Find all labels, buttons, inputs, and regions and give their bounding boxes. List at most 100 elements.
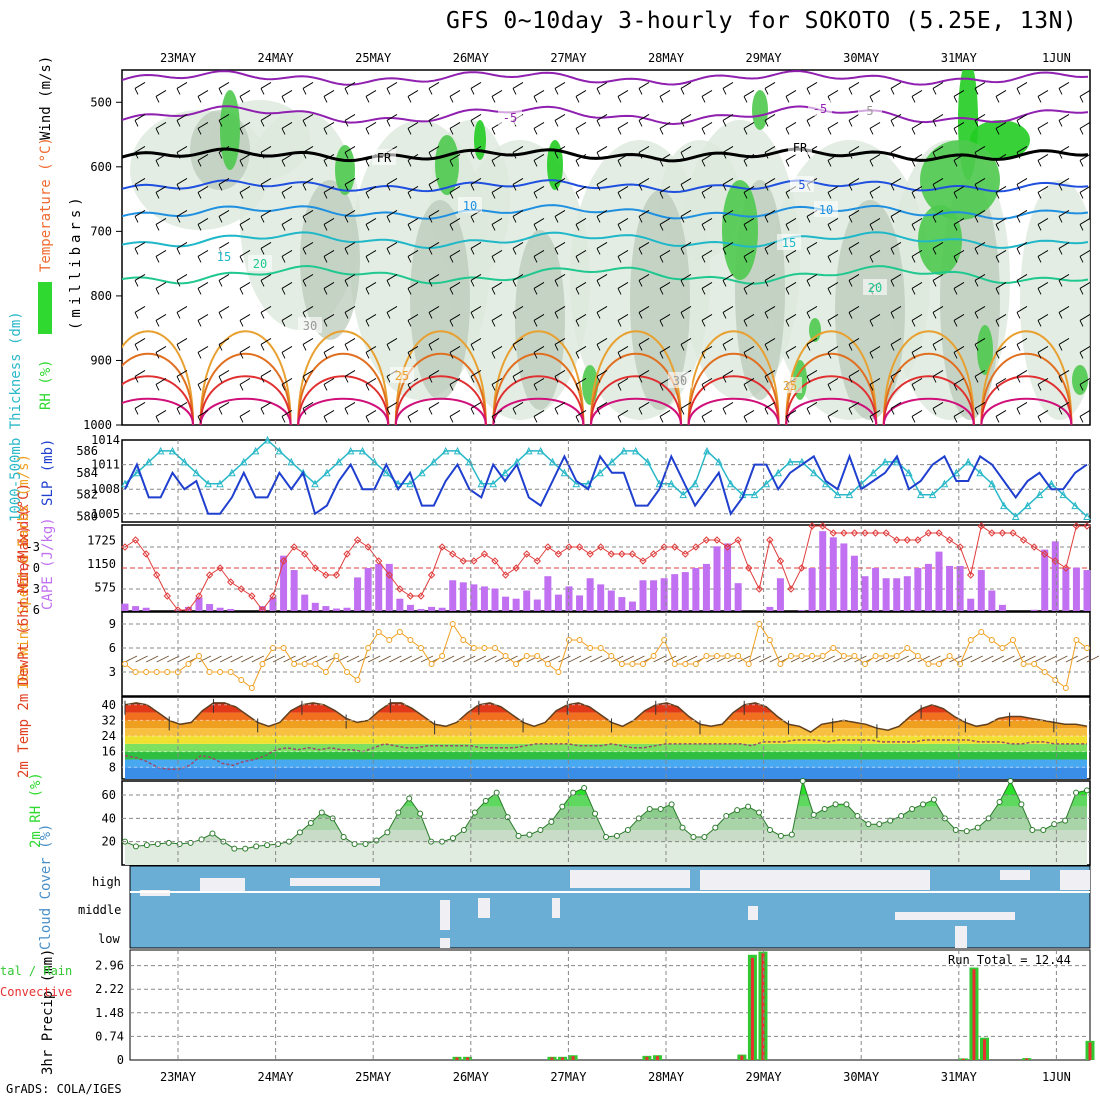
slp-tick: 1014 [91, 433, 120, 447]
wind-barb-tick [638, 88, 643, 95]
wind-barb-tick [491, 96, 496, 103]
rh-marker [952, 827, 959, 833]
wind-barb-tick [995, 224, 1000, 231]
thickness-marker [251, 446, 260, 455]
wind-barb [239, 346, 251, 353]
wind-barb [197, 378, 209, 385]
wind-speed-marker [587, 645, 594, 651]
wind-barb-tick [806, 312, 811, 319]
thickness-marker [334, 457, 343, 466]
wind-barb-tick [533, 192, 538, 199]
surface-wind-barb [1086, 655, 1100, 663]
wind-barb-tick [533, 96, 538, 103]
rh-marker [1007, 778, 1014, 784]
li-marker [618, 550, 626, 558]
thickness-marker [608, 457, 616, 466]
wind-barb-tick [890, 88, 895, 95]
wind-barb-tick [596, 376, 601, 383]
surface-wind-barb [653, 655, 666, 663]
wind-barb-tick [743, 288, 748, 295]
wind-barb-tick [1016, 152, 1021, 159]
slp-tick: 1011 [91, 458, 120, 472]
wind-barb-tick [1058, 184, 1063, 191]
wind-barb-tick [1016, 344, 1021, 351]
contour-minus10 [122, 70, 1089, 86]
wind-speed-marker [840, 653, 847, 659]
wind-barb-tick [617, 416, 622, 423]
wind-speed-marker [819, 653, 826, 659]
rh-marker [887, 817, 894, 824]
wind-barb-tick [974, 88, 979, 95]
wind-speed-marker [153, 669, 160, 675]
wind-barb [302, 114, 314, 121]
rh-high-blob [474, 120, 486, 160]
rh-high-blob [920, 140, 1000, 220]
wind-barb [1058, 210, 1070, 217]
thickness-marker [346, 446, 355, 455]
li-marker [385, 571, 393, 579]
rh-marker [1084, 787, 1090, 794]
wind-barb [869, 410, 881, 417]
wind-speed-marker [862, 661, 868, 667]
wind-barb [323, 410, 335, 417]
wind-barb [638, 242, 650, 249]
wind-barb-tick [302, 376, 307, 383]
li-marker [713, 536, 721, 544]
wind-barb [785, 250, 797, 257]
temp-tick: 8 [109, 760, 116, 774]
thickness-marker [144, 457, 153, 466]
cloud-axis-label: Cloud Cover (%) [38, 824, 54, 950]
rh-marker [745, 803, 752, 810]
thickness-marker [323, 468, 331, 477]
wind-barb [281, 218, 293, 225]
surface-wind-barb [1002, 655, 1015, 663]
wind-barb-tick [344, 408, 349, 415]
wind-barb-tick [1058, 248, 1063, 255]
wind-barb [974, 306, 986, 313]
cape-bar [935, 551, 943, 611]
temp-band [125, 767, 1087, 779]
wind-barb-tick [659, 224, 664, 231]
thickness-marker [1035, 490, 1044, 499]
wind-speed-marker [608, 653, 615, 659]
wind-barb-tick [260, 216, 265, 223]
rh-high-blob [335, 145, 355, 195]
wind-barb-tick [953, 128, 958, 135]
wind-barb [869, 122, 881, 129]
cape-bar [533, 599, 541, 611]
wind-barb-tick [260, 312, 265, 319]
wind-barb-tick [218, 408, 223, 415]
wind-barb [890, 274, 902, 281]
wind-barb-tick [407, 224, 412, 231]
rh-marker [996, 799, 1003, 805]
wind-barb [134, 370, 146, 377]
cape-bar [322, 606, 330, 611]
wind-barb-tick [848, 120, 853, 127]
thickness-marker [905, 468, 913, 477]
wind-barb [533, 314, 545, 321]
rh-marker [340, 834, 347, 840]
wind-barb-tick [176, 152, 181, 159]
date-label-top: 23MAY [160, 51, 197, 65]
wind-barb-tick [596, 280, 601, 287]
wind-barb [974, 178, 986, 185]
wind-barb-tick [365, 352, 370, 359]
wind-barb-tick [407, 96, 412, 103]
wind-barb-tick [995, 96, 1000, 103]
wind-barb-tick [407, 288, 412, 295]
date-label-top: 28MAY [648, 51, 685, 65]
thickness-marker [156, 446, 165, 455]
wind-barb-tick [365, 256, 370, 263]
wind-speed-marker [196, 653, 202, 659]
rh-band [125, 841, 1087, 865]
wind-barb [302, 274, 314, 281]
wind-barb [155, 122, 167, 129]
precip-convective-bar [761, 953, 765, 1060]
wind-speed-marker [883, 653, 890, 659]
wind-barb [1016, 242, 1028, 249]
wind-barb [281, 346, 293, 353]
wind-barb-tick [1058, 312, 1063, 319]
thickness-tick: 584 [76, 466, 98, 480]
wind-speed-marker [555, 669, 562, 675]
